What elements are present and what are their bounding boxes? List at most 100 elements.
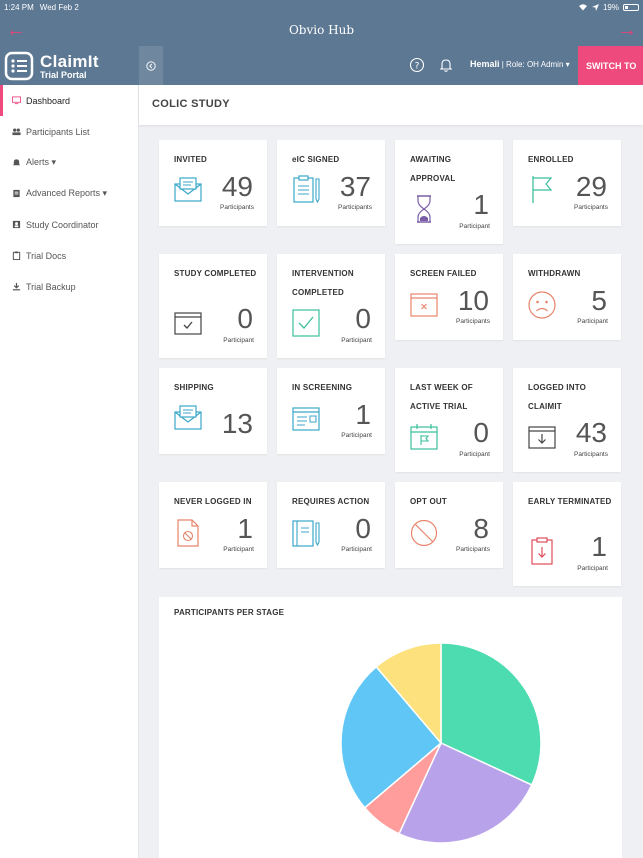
stat-card-study-completed[interactable]: STUDY COMPLETED 0 Participant (159, 254, 267, 358)
card-label: ENROLLED (528, 155, 574, 164)
stat-card-screen-failed[interactable]: SCREEN FAILED 10 Participants (395, 254, 503, 340)
card-unit: Participant (341, 432, 372, 439)
logo-name: ClaimIt (40, 51, 99, 71)
status-date: Wed Feb 2 (39, 2, 79, 12)
window-check-icon (174, 312, 202, 335)
svg-text:?: ? (415, 61, 420, 71)
card-label: INVITED (174, 155, 207, 164)
stat-card-never-logged-in[interactable]: NEVER LOGGED IN 1 Participant (159, 482, 267, 568)
stat-card-early-terminated[interactable]: EARLY TERMINATED 1 Participant (513, 482, 621, 586)
card-label: LAST WEEK OF ACTIVE TRIAL (410, 383, 473, 411)
document-block-icon (177, 519, 199, 547)
card-unit: Participants (338, 204, 372, 211)
card-label: IN SCREENING (292, 383, 353, 392)
clipboard-pen-icon (293, 175, 320, 204)
bell-icon[interactable] (438, 57, 454, 73)
card-label: SHIPPING (174, 383, 214, 392)
stat-card-requires-action[interactable]: REQUIRES ACTION 0 Participant (277, 482, 385, 568)
user-role: | Role: OH Admin ▾ (501, 60, 570, 69)
stat-card-intervention-completed[interactable]: INTERVENTION COMPLETED 0 Participant (277, 254, 385, 358)
stat-card-enrolled[interactable]: ENROLLED 29 Participants (513, 140, 621, 226)
bell-icon (12, 159, 21, 166)
card-count: 10 (457, 285, 489, 316)
card-unit: Participant (459, 451, 490, 458)
hourglass-icon (417, 195, 431, 223)
calendar-flag-icon (410, 424, 438, 450)
clipboard-icon (12, 251, 21, 260)
sidebar-item-trial-backup[interactable]: Trial Backup (0, 271, 138, 302)
chart-title: PARTICIPANTS PER STAGE (174, 608, 285, 617)
card-unit: Participant (459, 223, 490, 230)
sidebar-item-label: Dashboard (26, 95, 71, 106)
stat-card-awaiting-approval[interactable]: AWAITING APPROVAL 1 Participant (395, 140, 503, 244)
card-count: 29 (575, 171, 607, 202)
sidebar-item-label: Advanced Reports ▾ (26, 188, 108, 198)
stat-card-logged-into-claimit[interactable]: LOGGED INTO CLAIMIT 43 Participants (513, 368, 621, 472)
content-header: COLIC STUDY (139, 85, 643, 125)
card-unit: Participant (577, 565, 608, 572)
card-count: 1 (591, 531, 607, 562)
logo-subtitle: Trial Portal (40, 69, 87, 80)
user-menu[interactable]: Hemali | Role: OH Admin ▾ (470, 59, 570, 69)
checkbox-icon (292, 309, 320, 337)
screen-icon (292, 407, 320, 431)
sidebar-item-label: Study Coordinator (26, 219, 99, 230)
forward-arrow-icon[interactable]: → (617, 19, 637, 41)
collapse-sidebar-button[interactable] (139, 46, 163, 85)
sidebar-item-label: Trial Docs (26, 250, 67, 261)
pie-slice-4[interactable] (375, 642, 442, 746)
card-unit: Participants (456, 318, 490, 325)
help-icon[interactable]: ? (409, 57, 425, 73)
back-arrow-icon[interactable]: ← (6, 19, 26, 41)
pie-slice-0[interactable] (440, 642, 542, 786)
top-header: ClaimIt Trial Portal ? Hemali | Role: OH… (0, 46, 643, 85)
sidebar-item-alerts[interactable]: Alerts ▾ (0, 147, 138, 178)
stat-card-last-week-active-trial[interactable]: LAST WEEK OF ACTIVE TRIAL 0 Participant (395, 368, 503, 472)
card-unit: Participants (456, 546, 490, 553)
card-label: EARLY TERMINATED (528, 497, 612, 506)
prohibited-icon (410, 519, 438, 547)
card-label: LOGGED INTO CLAIMIT (528, 383, 587, 411)
card-label: REQUIRES ACTION (292, 497, 370, 506)
card-count: 8 (473, 513, 489, 544)
card-label: WITHDRAWN (528, 269, 581, 278)
stat-card-opt-out[interactable]: OPT OUT 8 Participants (395, 482, 503, 568)
stat-card-in-screening[interactable]: IN SCREENING 1 Participant (277, 368, 385, 454)
card-unit: Participant (223, 546, 254, 553)
flag-icon (532, 176, 553, 203)
card-count: 1 (237, 513, 253, 544)
pie-slice-3[interactable] (340, 665, 443, 809)
battery-percent: 19% (602, 2, 619, 12)
sidebar-item-label: Alerts ▾ (26, 157, 57, 167)
pie-chart (340, 642, 542, 844)
sidebar-item-trial-docs[interactable]: Trial Docs (0, 240, 138, 271)
sidebar-item-participants-list[interactable]: Participants List (0, 116, 138, 147)
card-label: OPT OUT (410, 497, 447, 506)
card-count: 0 (355, 303, 371, 334)
card-label: INTERVENTION COMPLETED (292, 269, 354, 297)
user-name: Hemali (470, 59, 500, 69)
window-download-icon (528, 426, 556, 449)
people-icon (12, 128, 21, 136)
notebook-pen-icon (292, 520, 320, 547)
sidebar-item-dashboard[interactable]: Dashboard (0, 85, 138, 116)
monitor-icon (12, 96, 21, 105)
clipboard-down-icon (531, 537, 553, 565)
card-unit: Participants (574, 204, 608, 211)
sidebar-item-advanced-reports[interactable]: Advanced Reports ▾ (0, 178, 138, 209)
card-count: 0 (473, 417, 489, 448)
status-bar: 1:24 PM Wed Feb 2 19% (0, 0, 643, 14)
stat-card-invited[interactable]: INVITED 49 Participants (159, 140, 267, 226)
stat-card-shipping[interactable]: SHIPPING 13 (159, 368, 267, 454)
envelope-icon (174, 405, 202, 430)
report-icon (13, 189, 20, 198)
card-count: 13 (221, 408, 253, 439)
claimit-logo[interactable]: ClaimIt Trial Portal (4, 50, 134, 82)
card-label: NEVER LOGGED IN (174, 497, 252, 506)
switch-to-button[interactable]: SWITCH TO (578, 46, 643, 85)
sidebar-item-study-coordinator[interactable]: Study Coordinator (0, 209, 138, 240)
pie-slice-1[interactable] (398, 742, 533, 844)
card-unit: Participant (223, 337, 254, 344)
stat-card-eic-signed[interactable]: eIC SIGNED 37 Participants (277, 140, 385, 226)
stat-card-withdrawn[interactable]: WITHDRAWN 5 Participant (513, 254, 621, 340)
